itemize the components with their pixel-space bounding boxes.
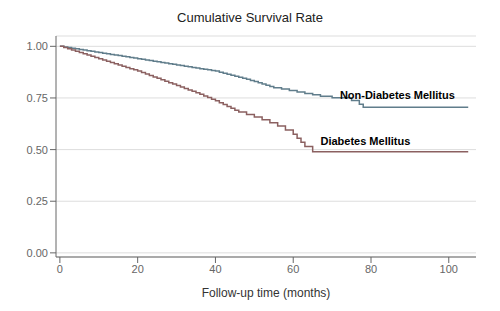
svg-text:Diabetes Mellitus: Diabetes Mellitus: [320, 135, 410, 147]
svg-text:40: 40: [209, 263, 221, 275]
svg-text:Non-Diabetes Mellitus: Non-Diabetes Mellitus: [340, 89, 455, 101]
svg-text:0.50: 0.50: [27, 144, 48, 156]
svg-text:100: 100: [440, 263, 458, 275]
svg-text:1.00: 1.00: [27, 40, 48, 52]
svg-text:80: 80: [365, 263, 377, 275]
svg-text:0.75: 0.75: [27, 92, 48, 104]
svg-text:60: 60: [287, 263, 299, 275]
svg-text:0.25: 0.25: [27, 195, 48, 207]
svg-text:0.00: 0.00: [27, 247, 48, 259]
html-text:Cumulative Survival Rate: Cumulative Survival Rate: [177, 10, 323, 25]
svg-text:Follow-up time (months): Follow-up time (months): [202, 286, 331, 300]
svg-text:0: 0: [57, 263, 63, 275]
svg-text:20: 20: [132, 263, 144, 275]
